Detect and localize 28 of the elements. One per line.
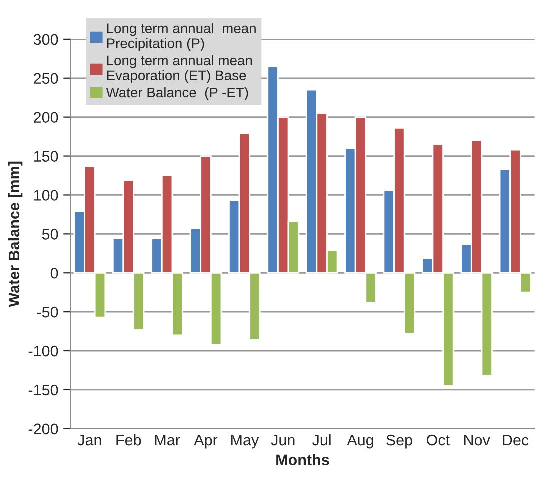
x-tick-label: Jan: [78, 435, 102, 446]
y-tick-label: 250: [34, 73, 58, 84]
x-tick-label: Nov: [464, 435, 490, 446]
y-tick-label: -150: [28, 384, 58, 396]
y-tick-label: -200: [28, 424, 58, 435]
y-axis-title: Water Balance [mm]: [8, 162, 23, 308]
y-tick-label: 200: [34, 112, 58, 124]
x-tick-label: Apr: [194, 435, 218, 449]
x-tick-label: Aug: [347, 435, 374, 449]
x-tick-label: Sep: [386, 434, 412, 449]
legend-label: Water Balance (P -ET): [106, 87, 248, 100]
x-tick-label: May: [232, 435, 260, 449]
y-tick-label: 50: [42, 229, 58, 240]
x-tick-label: Mar: [155, 435, 180, 446]
x-tick-label: Feb: [116, 434, 142, 446]
legend-label: Long term annual mean Precipitation (P): [107, 23, 256, 52]
y-tick-label: 150: [34, 151, 58, 162]
y-tick-label: 0: [50, 268, 58, 279]
y-tick-label: -50: [37, 306, 58, 318]
x-axis-title: Months: [276, 454, 330, 466]
x-tick-label: Dec: [503, 435, 529, 446]
legend-label: Long term annual mean Evaporation (ET) Base: [107, 55, 252, 84]
y-tick-label: 300: [34, 34, 58, 46]
x-tick-label: Jun: [271, 435, 295, 446]
x-tick-label: Jul: [312, 434, 331, 446]
x-tick-label: Oct: [426, 434, 450, 446]
y-tick-label: 100: [34, 190, 58, 201]
y-tick-label: -100: [28, 346, 58, 357]
